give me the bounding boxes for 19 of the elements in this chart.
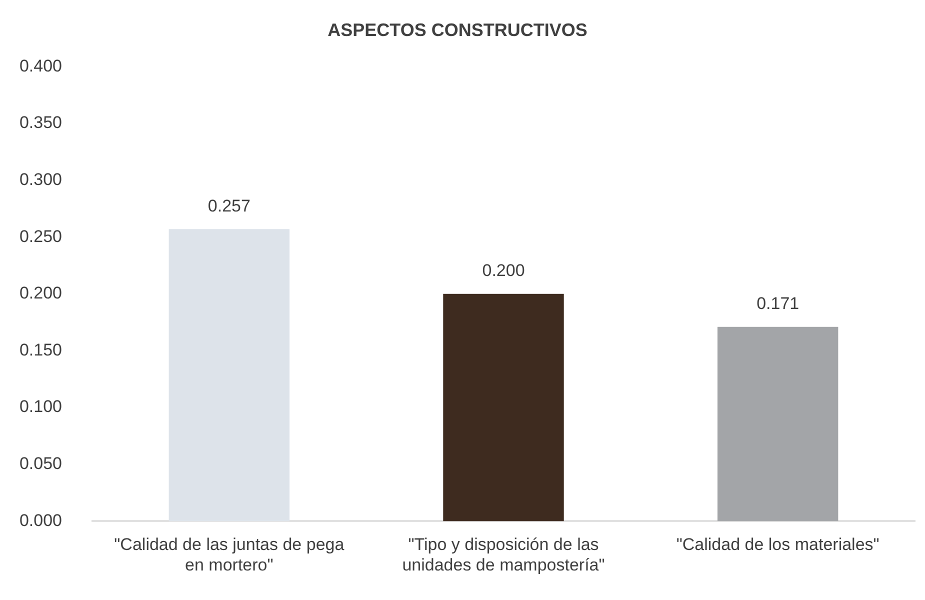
y-tick-label: 0.050 [19,454,62,474]
y-tick-label: 0.300 [19,170,62,189]
y-tick-label: 0.350 [19,113,62,132]
bar [443,294,564,522]
y-tick-label: 0.400 [19,56,62,76]
data-label: 0.200 [482,261,525,280]
bar [168,229,290,522]
y-tick-label: 0.000 [19,510,62,530]
chart-title: ASPECTOS CONSTRUCTIVOS [328,20,588,40]
x-tick-label: "Calidad de los materiales" [676,535,880,554]
y-tick-label: 0.150 [19,340,62,360]
data-label: 0.257 [208,196,250,216]
bar [717,326,838,522]
x-tick-label: "Calidad de las juntas de pega en mortero" [114,535,345,574]
data-label: 0.171 [756,294,800,314]
x-tick-label: "Tipo y disposición de las unidades de mampostería" [402,535,605,574]
y-tick-label: 0.250 [19,226,62,246]
y-tick-label: 0.200 [19,284,62,303]
y-tick-label: 0.100 [19,397,62,416]
